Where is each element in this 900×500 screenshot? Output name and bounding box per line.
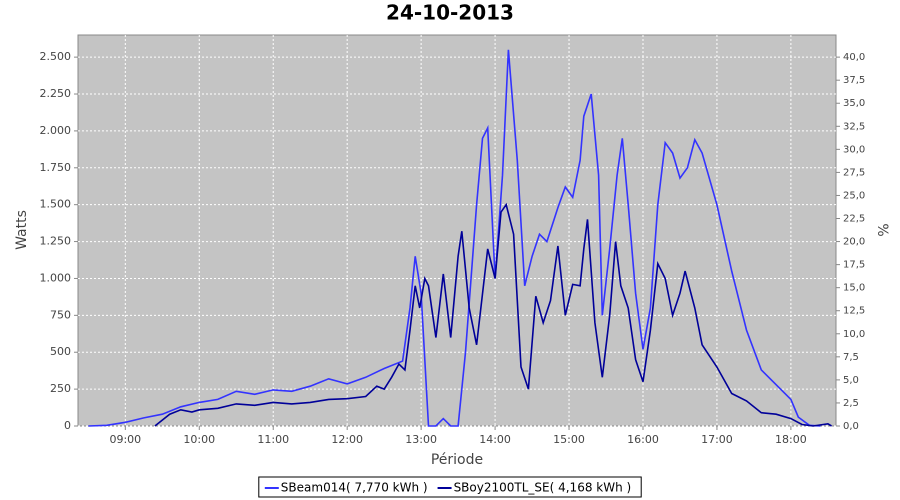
y2-tick-label: 2,5 <box>843 398 859 409</box>
x-tick-label: 17:00 <box>701 433 733 446</box>
x-tick-label: 12:00 <box>331 433 363 446</box>
y2-tick-label: 32,5 <box>843 121 865 132</box>
x-tick-label: 11:00 <box>257 433 289 446</box>
x-tick-label: 13:00 <box>405 433 437 446</box>
x-tick-label: 14:00 <box>479 433 511 446</box>
x-tick-label: 16:00 <box>627 433 659 446</box>
y2-tick-label: 22,5 <box>843 214 865 225</box>
y2-tick-label: 37,5 <box>843 75 865 86</box>
y-tick-label: 250 <box>50 382 71 395</box>
y-tick-label: 1.000 <box>40 271 72 284</box>
y2-tick-label: 17,5 <box>843 260 865 271</box>
x-axis-label: Période <box>431 452 483 468</box>
legend-label: SBoy2100TL_SE( 4,168 kWh ) <box>454 481 632 495</box>
legend: SBeam014( 7,770 kWh ) SBoy2100TL_SE( 4,16… <box>258 476 642 498</box>
x-tick-label: 10:00 <box>183 433 215 446</box>
y2-tick-label: 20,0 <box>843 237 865 248</box>
y-tick-label: 2.000 <box>40 124 72 137</box>
x-tick-label: 15:00 <box>553 433 585 446</box>
y-axis-label: Watts <box>14 210 30 250</box>
y2-axis-label: % <box>874 223 890 236</box>
y2-tick-label: 7,5 <box>843 352 859 363</box>
y2-tick-label: 10,0 <box>843 329 865 340</box>
legend-label: SBeam014( 7,770 kWh ) <box>281 481 428 495</box>
y2-tick-label: 30,0 <box>843 144 865 155</box>
plot-area <box>77 34 837 427</box>
y-tick-label: 0 <box>64 419 71 432</box>
x-tick-label: 09:00 <box>109 433 141 446</box>
y-tick-label: 500 <box>50 345 71 358</box>
y2-tick-label: 5,0 <box>843 375 859 386</box>
x-tick-label: 18:00 <box>775 433 807 446</box>
y-tick-label: 1.250 <box>40 235 72 248</box>
y2-tick-label: 0,0 <box>843 421 859 432</box>
y2-tick-label: 40,0 <box>843 52 865 63</box>
y2-tick-label: 35,0 <box>843 98 865 109</box>
y2-tick-label: 15,0 <box>843 283 865 294</box>
y2-tick-label: 12,5 <box>843 306 865 317</box>
y-tick-label: 1.750 <box>40 161 72 174</box>
y2-tick-label: 27,5 <box>843 167 865 178</box>
y-tick-label: 1.500 <box>40 198 72 211</box>
series-line <box>88 49 821 427</box>
y2-tick-label: 25,0 <box>843 190 865 201</box>
chart-title: 24-10-2013 <box>386 1 514 25</box>
series-line <box>154 202 833 427</box>
y-tick-label: 2.250 <box>40 87 72 100</box>
y-tick-label: 2.500 <box>40 50 72 63</box>
y-tick-label: 750 <box>50 308 71 321</box>
